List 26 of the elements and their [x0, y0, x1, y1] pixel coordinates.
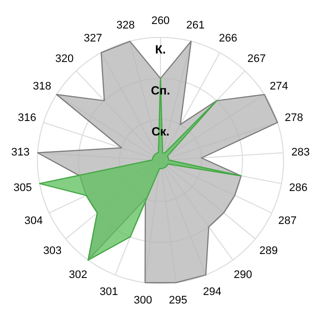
spoke-label: 316: [18, 112, 36, 124]
spoke-label: 300: [134, 294, 152, 307]
spoke-label: 313: [11, 146, 30, 159]
spoke-label: 295: [168, 294, 188, 307]
spoke-label: 283: [291, 146, 310, 159]
spoke-label: 290: [234, 269, 252, 282]
spoke-label: 328: [116, 20, 135, 32]
spoke-label: 260: [151, 15, 170, 28]
spoke-label: 305: [14, 182, 32, 194]
spoke-label: 327: [84, 32, 102, 45]
spoke-label: 320: [55, 53, 74, 66]
spoke-label: 274: [270, 80, 288, 92]
spoke-label: 261: [186, 20, 205, 32]
spoke-label: 289: [259, 244, 278, 257]
spoke-label: 302: [68, 269, 88, 282]
spoke-label: 294: [202, 286, 222, 298]
spoke-label: 267: [247, 53, 266, 66]
spoke-label: 304: [24, 215, 43, 228]
spoke-label: 266: [218, 32, 238, 45]
spoke-label: 301: [100, 286, 118, 298]
spoke-label: 278: [284, 112, 304, 124]
spoke-label: 318: [32, 80, 52, 92]
spoke-label: 287: [278, 215, 297, 228]
spoke-label: 286: [289, 182, 308, 194]
spoke-label: 303: [43, 244, 62, 257]
y-tick-label: К.: [155, 42, 166, 56]
